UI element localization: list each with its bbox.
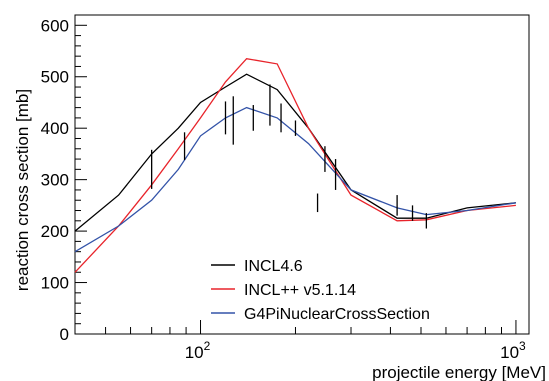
legend-label-1: INCL++ v5.1.14 — [244, 282, 356, 299]
experimental-data-layer — [151, 84, 428, 229]
series-line-0 — [74, 73, 516, 232]
y-tick-label: 500 — [41, 68, 69, 87]
legend-label-0: INCL4.6 — [244, 258, 303, 275]
y-tick-label: 0 — [60, 325, 69, 344]
legend-label-2: G4PiNuclearCrossSection — [244, 306, 430, 323]
tick-labels-layer: 0 100 200 300 400 500 600 102 103 — [41, 16, 526, 362]
x-tick-label: 102 — [185, 339, 211, 362]
y-tick-label: 100 — [41, 274, 69, 293]
x-axis-title: projectile energy [MeV] — [372, 363, 546, 381]
y-tick-label: 300 — [41, 171, 69, 190]
axis-ticks — [74, 24, 517, 335]
legend: INCL4.6 INCL++ v5.1.14 G4PiNuclearCrossSec… — [211, 258, 430, 323]
y-tick-label: 600 — [41, 16, 69, 35]
y-tick-label: 400 — [41, 119, 69, 138]
x-tick-label: 103 — [500, 339, 526, 362]
series-layer — [74, 57, 517, 273]
y-tick-label: 200 — [41, 222, 69, 241]
series-line-2 — [74, 106, 517, 253]
plot-frame — [74, 14, 530, 335]
plot-border — [74, 14, 530, 335]
series-line-1 — [74, 57, 516, 273]
y-axis-title: reaction cross section [mb] — [13, 89, 32, 291]
